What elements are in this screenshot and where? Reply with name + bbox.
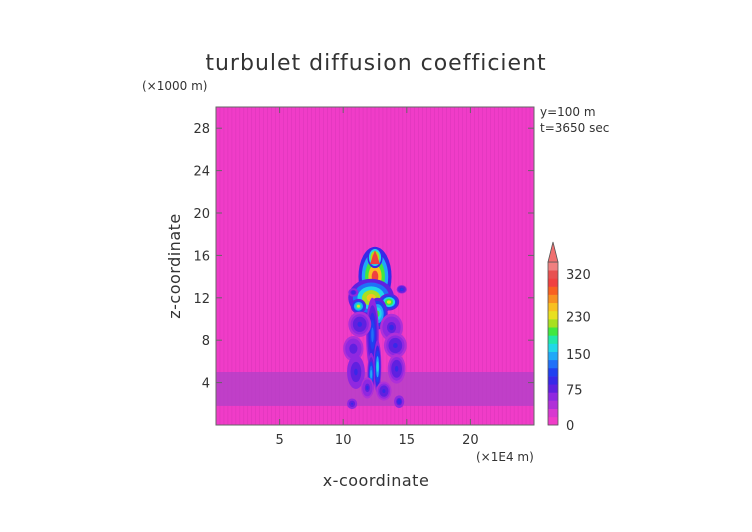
plume-contour [393,342,398,349]
plume-contour [376,361,379,373]
colorbar-swatch [548,367,558,377]
colorbar-label: 0 [566,419,574,434]
y-tick-label: 28 [193,122,210,137]
colorbar-swatch [548,351,558,361]
colorbar-swatch [548,335,558,344]
colorbar-swatch [548,359,558,369]
plume-contour [389,324,394,331]
x-tick-label: 5 [275,433,283,448]
colorbar-swatch [548,294,558,304]
plume-contour [354,368,358,376]
colorbar-swatch [548,319,558,328]
colorbar-swatch [548,376,558,385]
colorbar-swatch [548,416,558,426]
chart-title: turbulet diffusion coefficient [205,51,546,76]
colorbar-swatch [548,278,558,287]
x-unit-label: (×1E4 m) [476,450,534,464]
plume-contour [398,400,401,403]
colorbar-swatch [548,392,558,401]
colorbar-swatch [548,327,558,336]
colorbar-swatch [548,384,558,393]
plume-contour [400,288,403,291]
colorbar-swatch [548,286,558,295]
colorbar-swatch [548,310,558,320]
colorbar-label: 320 [566,268,591,283]
plume-contour [351,402,354,405]
colorbar-swatch [548,270,558,279]
plume-contour [386,300,392,304]
y-unit-label: (×1000 m) [142,79,207,93]
colorbar-swatch [548,400,558,409]
colorbar-label: 230 [566,310,591,325]
y-tick-label: 24 [193,165,210,180]
y-tick-label: 20 [193,207,210,222]
y-tick-label: 16 [193,249,210,264]
plume-contour [382,389,386,393]
plume-contour [370,369,373,379]
colorbar-extend-arrow [547,241,559,263]
plot-frame [215,106,535,426]
colorbar-swatch [548,302,558,312]
colorbar-label: 75 [566,384,583,399]
annotation-y: y=100 m [540,105,596,119]
plot-area [216,107,534,425]
plume-contour [356,304,360,308]
y-tick-label: 12 [193,292,210,307]
y-tick-label: 8 [202,334,210,349]
plume-contour [394,365,399,372]
colorbar: 0 75 150 230 320 [547,241,591,434]
y-axis: 4 8 12 16 20 24 28 [193,122,534,392]
x-axis-label: x-coordinate [323,471,430,490]
colorbar-swatch [548,408,558,418]
plume-contour [371,327,374,343]
plume-peak [370,250,380,265]
x-axis: 5 10 15 20 [275,107,479,448]
x-tick-label: 10 [335,433,352,448]
x-tick-label: 20 [462,433,479,448]
plume-contour [351,346,356,352]
plume-contour [357,321,363,327]
annotation-t: t=3650 sec [540,121,609,135]
plume-contour [366,385,369,391]
y-axis-label: z-coordinate [165,213,184,319]
plume-contour [352,291,355,294]
colorbar-swatch [548,262,558,271]
colorbar-swatch [548,343,558,352]
x-tick-label: 15 [399,433,416,448]
y-tick-label: 4 [202,377,210,392]
colorbar-label: 150 [566,348,591,363]
